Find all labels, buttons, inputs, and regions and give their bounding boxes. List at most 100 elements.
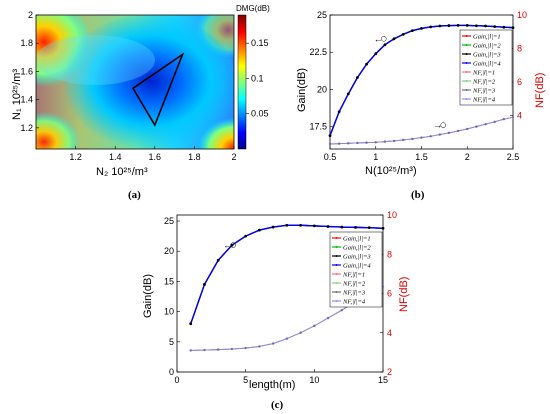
ylabel-c: Gain(dB) — [142, 274, 154, 318]
y2tick-label: 10 — [387, 210, 397, 220]
legend-entry: Gain,|l|=4 — [473, 60, 501, 67]
gain-point — [465, 24, 469, 27]
nf-point — [258, 345, 261, 348]
xtick-label: 0 — [174, 375, 179, 385]
nf-point — [493, 120, 496, 124]
curve-marker-circle — [440, 122, 446, 128]
panel-b: 0.5 1 1.5 2 2.517.52022.52546810←→Gain,|l|=1… — [296, 10, 546, 201]
xtick-label: 2.5 — [507, 152, 520, 162]
legend-marker — [465, 98, 468, 100]
gain-point — [326, 225, 330, 228]
nf-point — [466, 127, 469, 131]
colorbar-tick-label: 0.1 — [251, 73, 264, 83]
xtick-label: 2 — [465, 152, 470, 162]
gain-point — [312, 224, 316, 228]
ytick-label-a: 1.6 — [20, 66, 33, 76]
xtick-label-a: 1.6 — [149, 152, 162, 162]
ytick-label-a: 1.2 — [20, 123, 33, 133]
plot-b: 0.5 1 1.5 2 2.517.52022.52546810←→Gain,|l|=1… — [309, 10, 527, 162]
legend-marker — [335, 273, 338, 275]
y2tick-label: 6 — [517, 77, 522, 87]
legend-entry: NF,|l|=4 — [342, 298, 366, 305]
gain-point — [365, 62, 368, 66]
ytick-label-a: 1.8 — [20, 38, 33, 48]
ytick-label: 10 — [164, 307, 174, 317]
gain-point — [484, 24, 487, 28]
ticks-a: 1.2 1.4 1.6 1.8 2 1.2 1.4 1.6 1.8 2 — [20, 10, 236, 162]
nf-point — [356, 141, 359, 145]
gain-point — [429, 25, 433, 29]
curve-arrow: → — [433, 120, 442, 130]
gain-point — [367, 226, 371, 230]
legend-entry: NF,|l|=2 — [342, 280, 366, 287]
heatmap-hot-region-bottomright — [198, 118, 234, 149]
legend-entry: Gain,|l|=3 — [343, 253, 371, 260]
xtick-label: 5 — [243, 375, 248, 385]
legend-entry: Gain,|l|=2 — [343, 244, 371, 251]
xtick-label-a: 1.2 — [69, 152, 82, 162]
gain-point — [410, 29, 414, 33]
y2label-b: NF(dB) — [534, 73, 546, 108]
xtick-label: 1 — [373, 152, 378, 162]
ytick-label: 25 — [164, 216, 174, 226]
gain-point — [381, 226, 385, 230]
legend-marker — [335, 291, 338, 293]
xlabel-c: length(m) — [249, 379, 295, 391]
legend-box — [459, 29, 513, 106]
ylabel-b: Gain(dB) — [296, 68, 308, 112]
xtick-label: 1.5 — [415, 152, 428, 162]
y2tick-label: 8 — [387, 249, 392, 259]
nf-point — [374, 141, 377, 144]
colorbar-tick-label: 0.15 — [251, 38, 269, 48]
ytick-label: 25 — [317, 10, 327, 20]
legend-entry: NF,|l|=4 — [472, 96, 496, 103]
xtick-label: 10 — [309, 375, 319, 385]
nf-point — [502, 117, 506, 121]
gain-point — [299, 223, 302, 227]
legend-entry: NF,|l|=3 — [472, 87, 496, 94]
y2tick-label: 2 — [387, 367, 392, 377]
nf-point — [244, 346, 247, 350]
ytick-label: 22.5 — [309, 47, 327, 57]
gain-point — [447, 24, 451, 27]
legend-marker — [335, 264, 338, 266]
legend-entry: NF,|l|=1 — [472, 69, 495, 76]
colorbar — [237, 14, 247, 150]
panel-a: 1.2 1.4 1.6 1.8 2 1.2 1.4 1.6 1.8 2 N₂ 10²⁵/m³ N₁… — [11, 4, 270, 201]
gain-point — [493, 25, 497, 29]
xlabel-b: N(10²⁵/m³) — [365, 165, 417, 177]
ytick-label: 17.5 — [309, 122, 327, 132]
legend-entry: NF,|l|=2 — [472, 78, 496, 85]
gain-point — [392, 37, 396, 41]
ytick-label: 20 — [164, 246, 174, 256]
colorbar-ticks: 0.05 0.1 0.15 — [246, 38, 269, 119]
gain-point — [356, 76, 359, 79]
caption-a: (a) — [128, 189, 141, 201]
xlabel-a: N₂ 10²⁵/m³ — [96, 166, 148, 178]
xtick-label-a: 2 — [231, 152, 236, 162]
y2tick-label: 6 — [387, 289, 392, 299]
legend-entry: Gain,|l|=1 — [473, 33, 501, 40]
gain-point — [285, 223, 289, 227]
nf-point — [420, 136, 423, 139]
gain-point — [502, 25, 506, 29]
gain-point — [271, 225, 275, 229]
gain-point — [258, 228, 261, 232]
legend-marker — [335, 255, 338, 257]
plot-c: 0510150510152025246810←→Gain,|l|=1Gain,|… — [164, 210, 397, 385]
legend-entry: NF,|l|=3 — [342, 289, 366, 296]
caption-c: (c) — [271, 399, 284, 411]
nf-point — [475, 125, 478, 128]
legend-entry: Gain,|l|=2 — [473, 42, 501, 49]
nf-point — [299, 331, 302, 334]
xtick-label: 0.5 — [324, 152, 337, 162]
colorbar-label: DMG(dB) — [236, 4, 270, 13]
nf-point — [337, 142, 341, 145]
nf-point — [271, 342, 275, 345]
heatmap-hot-region-bottomleft — [36, 112, 80, 149]
nf-point — [429, 135, 432, 138]
nf-point — [456, 129, 460, 133]
ylabel-a: N₁ 10²⁵/m³ — [11, 69, 23, 120]
gain-point — [383, 43, 387, 47]
panel-c: 0510150510152025246810←→Gain,|l|=1Gain,|… — [142, 210, 410, 411]
